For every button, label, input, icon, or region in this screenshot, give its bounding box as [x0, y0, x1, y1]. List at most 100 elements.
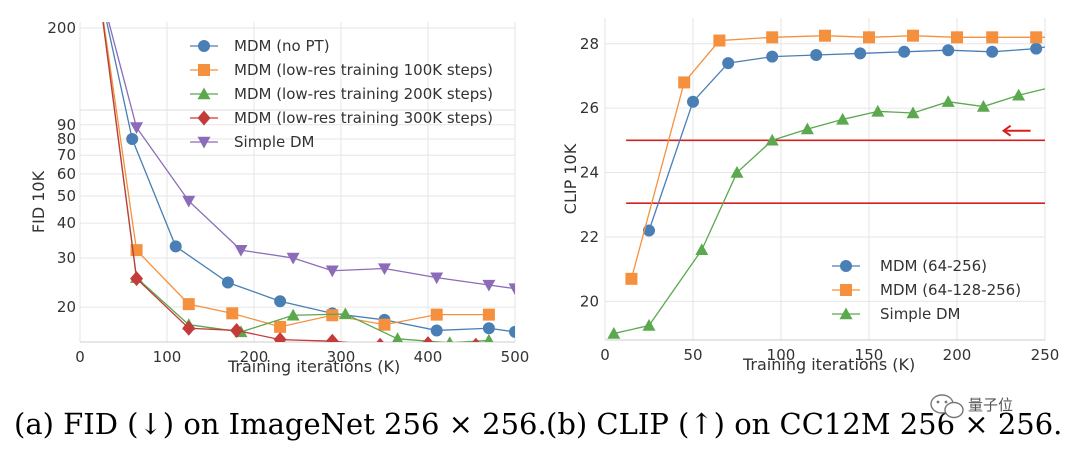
plot-area	[80, 22, 515, 342]
x-axis-label: Training iterations (K)	[227, 357, 400, 376]
x-tick-label: 400	[414, 348, 443, 366]
y-tick-label: 200	[47, 19, 76, 37]
x-tick-label: 150	[855, 346, 884, 364]
data-point	[713, 34, 726, 47]
data-point	[1012, 88, 1026, 101]
data-point	[182, 320, 196, 336]
data-point	[430, 324, 443, 337]
data-point	[430, 308, 443, 321]
watermark-text: 量子位	[968, 396, 1013, 414]
arrow-left-icon	[1001, 124, 1012, 137]
y-tick-label: 20	[57, 298, 76, 316]
y-tick-label: 60	[57, 165, 76, 183]
data-point	[182, 195, 196, 208]
data-point	[482, 308, 495, 321]
legend-label: Simple DM	[880, 305, 960, 323]
data-point	[625, 272, 638, 285]
legend-marker	[198, 64, 210, 76]
y-tick-label: 90	[57, 116, 76, 134]
y-axis-label: FID 10K	[29, 170, 48, 233]
data-point	[273, 332, 287, 342]
data-point	[942, 44, 955, 57]
x-tick-label: 100	[153, 348, 182, 366]
data-point	[482, 322, 495, 335]
data-point	[430, 272, 444, 285]
data-point	[907, 29, 919, 42]
data-point	[422, 336, 434, 342]
data-point	[446, 336, 453, 342]
data-point	[286, 308, 300, 321]
data-point	[230, 322, 244, 338]
x-tick-label: 50	[683, 346, 702, 364]
x-tick-label: 500	[501, 348, 530, 366]
series-line	[108, 22, 515, 290]
data-point	[326, 309, 339, 322]
data-point	[378, 263, 391, 276]
data-point	[695, 243, 709, 256]
data-point	[906, 106, 920, 119]
y-tick-label: 70	[57, 146, 76, 164]
y-tick-label: 28	[580, 35, 599, 53]
legend-marker	[840, 260, 852, 272]
data-point	[182, 298, 195, 311]
data-point	[687, 95, 699, 108]
data-point	[819, 29, 831, 42]
data-point	[226, 307, 239, 320]
data-point	[274, 295, 287, 308]
legend-marker	[198, 40, 210, 52]
caption-a: (a) FID (↓) on ImageNet 256 × 256.	[14, 407, 547, 441]
data-point	[325, 333, 339, 342]
data-point	[951, 31, 963, 44]
y-tick-label: 50	[57, 187, 76, 205]
legend-marker	[197, 110, 211, 126]
fid-chart: 0 100 200 300 400 5002030405060708090200Train…	[29, 19, 530, 376]
data-point	[730, 166, 744, 178]
data-point	[130, 271, 144, 287]
data-point	[863, 31, 875, 44]
data-point	[941, 95, 955, 107]
plot-area	[605, 18, 1045, 340]
x-tick-label: 100	[767, 346, 796, 364]
data-point	[338, 307, 352, 320]
x-tick-label: 0	[600, 346, 610, 364]
clip-chart: 0 50 100 150 200 250 20 22 24 26 28 Training iterat…	[561, 18, 1059, 374]
data-point	[678, 76, 691, 89]
legend-label: MDM (64-256)	[880, 257, 987, 275]
data-point	[274, 320, 287, 333]
legend-marker	[197, 87, 211, 100]
legend-label: Simple DM	[234, 133, 314, 151]
legend-marker	[839, 307, 853, 320]
y-tick-label: 26	[580, 99, 599, 117]
x-tick-label: 200	[943, 346, 972, 364]
data-point	[766, 31, 779, 44]
data-point	[642, 319, 656, 331]
data-point	[607, 327, 621, 339]
x-axis-label: Training iterations (K)	[742, 355, 915, 374]
y-tick-label: 30	[57, 249, 76, 267]
data-point	[836, 112, 850, 125]
data-point	[898, 45, 911, 58]
y-tick-label: 20	[580, 292, 599, 310]
data-point	[484, 333, 494, 342]
data-point	[976, 100, 990, 112]
data-point	[376, 337, 384, 342]
data-point	[986, 31, 999, 44]
legend-label: MDM (low-res training 200K steps)	[234, 85, 493, 103]
y-axis-label: CLIP 10K	[561, 143, 580, 214]
x-tick-label: 250	[1031, 346, 1060, 364]
data-point	[1030, 31, 1043, 44]
data-point	[286, 252, 300, 265]
legend-label: MDM (64-128-256)	[880, 281, 1021, 299]
data-point	[765, 133, 779, 146]
caption-b: (b) CLIP (↑) on CC12M 256 × 256.	[546, 407, 1062, 441]
data-point	[509, 325, 515, 338]
data-point	[986, 45, 999, 58]
data-point	[392, 332, 403, 342]
data-point	[810, 49, 823, 62]
legend-marker	[840, 284, 852, 296]
data-point	[482, 279, 496, 292]
data-point	[800, 122, 814, 135]
x-tick-label: 200	[240, 348, 269, 366]
data-point	[854, 47, 867, 60]
